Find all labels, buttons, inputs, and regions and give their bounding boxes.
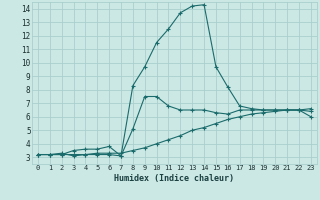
X-axis label: Humidex (Indice chaleur): Humidex (Indice chaleur) — [115, 174, 234, 183]
